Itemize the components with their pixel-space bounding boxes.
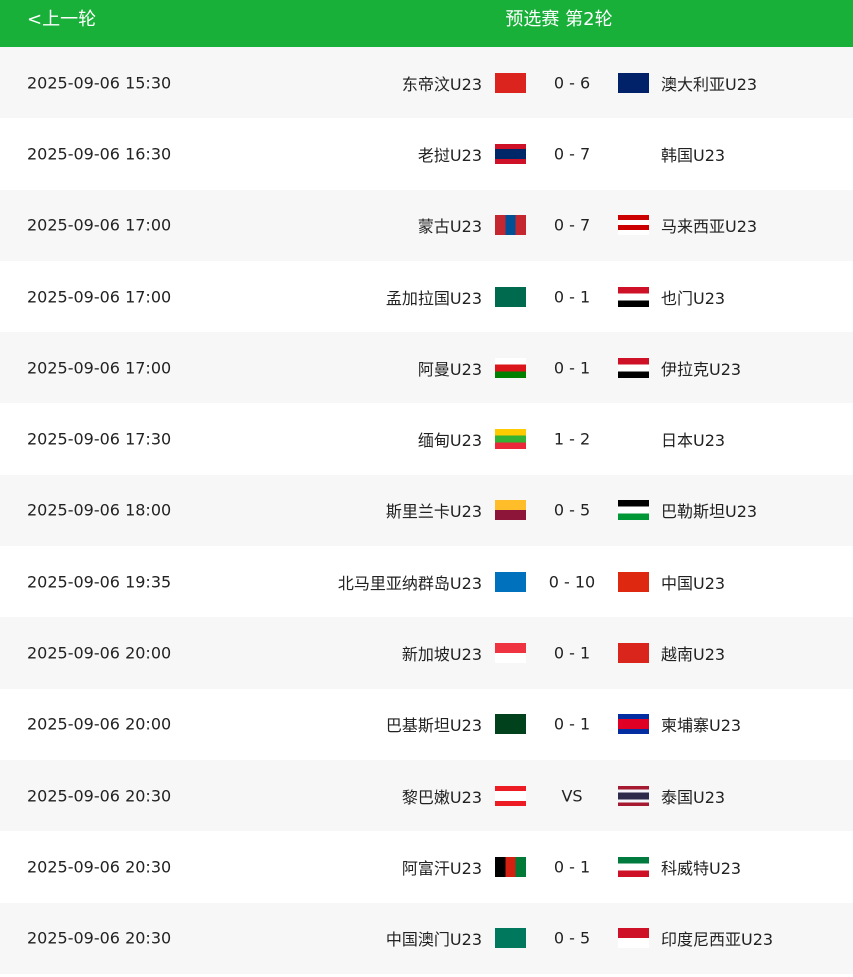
match-score: 0 - 1 (553, 643, 591, 663)
match-score: 1 - 2 (553, 429, 591, 449)
match-row[interactable]: 2025-09-06 20:00 巴基斯坦U23 0 - 1 柬埔寨U23 (0, 688, 853, 760)
home-flag-icon (495, 856, 526, 877)
match-time: 2025-09-06 20:30 (27, 786, 172, 806)
away-flag-icon (618, 215, 649, 236)
away-flag-icon (618, 856, 649, 877)
away-flag-icon (618, 500, 649, 521)
home-team: 缅甸U23 (417, 431, 482, 451)
match-row[interactable]: 2025-09-06 20:30 中国澳门U23 0 - 5 印度尼西亚U23 (0, 902, 853, 974)
away-team: 巴勒斯坦U23 (661, 502, 758, 522)
match-time: 2025-09-06 19:35 (27, 572, 172, 592)
away-flag-icon (618, 286, 649, 307)
home-team: 黎巴嫩U23 (401, 787, 482, 807)
match-score: 0 - 5 (553, 928, 591, 948)
match-row[interactable]: 2025-09-06 20:00 新加坡U23 0 - 1 越南U23 (0, 617, 853, 689)
away-flag-icon (618, 928, 649, 949)
match-row[interactable]: 2025-09-06 19:35 北马里亚纳群岛U23 0 - 10 中国U23 (0, 546, 853, 618)
match-time: 2025-09-06 17:00 (27, 215, 172, 235)
match-row[interactable]: 2025-09-06 17:00 阿曼U23 0 - 1 伊拉克U23 (0, 332, 853, 404)
away-flag-icon (618, 429, 649, 450)
match-row[interactable]: 2025-09-06 18:00 斯里兰卡U23 0 - 5 巴勒斯坦U23 (0, 474, 853, 547)
match-time: 2025-09-06 17:30 (27, 429, 172, 449)
home-team: 斯里兰卡U23 (385, 502, 482, 522)
away-team: 马来西亚U23 (661, 217, 758, 237)
home-flag-icon (495, 357, 526, 378)
match-row[interactable]: 2025-09-06 15:30 东帝汶U23 0 - 6 澳大利亚U23 (0, 47, 853, 119)
header: <上一轮 预选赛 第2轮 (0, 0, 853, 47)
match-row[interactable]: 2025-09-06 16:30 老挝U23 0 - 7 韩国U23 (0, 118, 853, 190)
away-team: 中国U23 (661, 573, 726, 593)
away-team: 越南U23 (661, 645, 726, 665)
home-team: 孟加拉国U23 (385, 288, 482, 308)
away-team: 科威特U23 (661, 858, 742, 878)
match-time: 2025-09-06 17:00 (27, 358, 172, 378)
home-flag-icon (495, 143, 526, 164)
match-time: 2025-09-06 20:00 (27, 714, 172, 734)
match-time: 2025-09-06 18:00 (27, 500, 172, 520)
home-flag-icon (495, 714, 526, 735)
match-score: 0 - 1 (553, 714, 591, 734)
match-time: 2025-09-06 20:00 (27, 643, 172, 663)
home-flag-icon (495, 429, 526, 450)
home-team: 东帝汶U23 (401, 74, 482, 94)
away-flag-icon (618, 571, 649, 592)
home-team: 老挝U23 (417, 145, 482, 165)
match-row[interactable]: 2025-09-06 17:00 蒙古U23 0 - 7 马来西亚U23 (0, 189, 853, 261)
away-flag-icon (618, 143, 649, 164)
match-score: 0 - 10 (548, 572, 596, 592)
home-flag-icon (495, 215, 526, 236)
match-row[interactable]: 2025-09-06 17:00 孟加拉国U23 0 - 1 也门U23 (0, 260, 853, 333)
match-time: 2025-09-06 15:30 (27, 73, 172, 93)
match-row[interactable]: 2025-09-06 17:30 缅甸U23 1 - 2 日本U23 (0, 403, 853, 475)
match-row[interactable]: 2025-09-06 20:30 黎巴嫩U23 VS 泰国U23 (0, 759, 853, 832)
away-team: 泰国U23 (661, 787, 726, 807)
home-team: 蒙古U23 (417, 217, 482, 237)
match-score: VS (561, 786, 583, 806)
match-row[interactable]: 2025-09-06 20:30 阿富汗U23 0 - 1 科威特U23 (0, 831, 853, 903)
home-flag-icon (495, 286, 526, 307)
page-title: 预选赛 第2轮 (505, 9, 613, 30)
home-flag-icon (495, 72, 526, 93)
home-flag-icon (495, 571, 526, 592)
match-score: 0 - 1 (553, 857, 591, 877)
match-score: 0 - 7 (553, 144, 591, 164)
home-flag-icon (495, 500, 526, 521)
away-team: 印度尼西亚U23 (661, 930, 774, 950)
match-time: 2025-09-06 20:30 (27, 857, 172, 877)
match-score: 0 - 5 (553, 500, 591, 520)
match-score: 0 - 7 (553, 215, 591, 235)
home-team: 中国澳门U23 (385, 930, 482, 950)
home-team: 阿富汗U23 (401, 858, 482, 878)
home-flag-icon (495, 785, 526, 806)
home-team: 阿曼U23 (417, 359, 482, 379)
away-team: 韩国U23 (661, 145, 726, 165)
home-team: 巴基斯坦U23 (385, 716, 482, 736)
away-flag-icon (618, 714, 649, 735)
match-score: 0 - 1 (553, 358, 591, 378)
home-team: 北马里亚纳群岛U23 (337, 573, 482, 593)
home-team: 新加坡U23 (401, 645, 482, 665)
match-time: 2025-09-06 20:30 (27, 928, 172, 948)
away-flag-icon (618, 72, 649, 93)
match-list: 2025-09-06 15:30 东帝汶U23 0 - 6 澳大利亚U23 20… (0, 47, 853, 974)
match-score: 0 - 6 (553, 73, 591, 93)
match-time: 2025-09-06 16:30 (27, 144, 172, 164)
away-team: 日本U23 (661, 431, 726, 451)
previous-round-link[interactable]: <上一轮 (27, 9, 97, 30)
match-time: 2025-09-06 17:00 (27, 287, 172, 307)
match-score: 0 - 1 (553, 287, 591, 307)
away-team: 伊拉克U23 (661, 359, 742, 379)
away-team: 澳大利亚U23 (661, 74, 758, 94)
away-team: 也门U23 (661, 288, 726, 308)
home-flag-icon (495, 928, 526, 949)
away-flag-icon (618, 357, 649, 378)
away-team: 柬埔寨U23 (661, 716, 742, 736)
home-flag-icon (495, 643, 526, 664)
away-flag-icon (618, 785, 649, 806)
away-flag-icon (618, 643, 649, 664)
